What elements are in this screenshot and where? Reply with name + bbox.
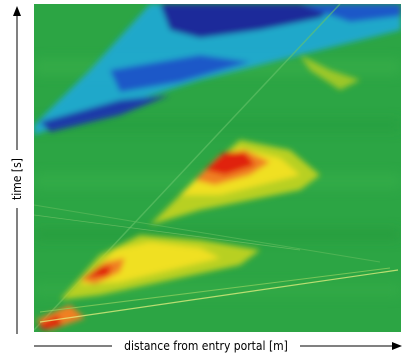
x-axis: distance from entry portal [m] bbox=[34, 338, 402, 354]
y-axis: time [s] bbox=[10, 6, 24, 334]
x-axis-arrowhead bbox=[392, 342, 402, 350]
x-axis-label: distance from entry portal [m] bbox=[124, 339, 288, 353]
heatmap-upper-plume bbox=[150, 55, 360, 225]
heatmap-streaks bbox=[34, 204, 399, 323]
y-axis-arrowhead bbox=[13, 6, 21, 16]
heatmap-lower-plume bbox=[36, 235, 260, 330]
y-axis-label: time [s] bbox=[10, 158, 24, 200]
heatmap-plot-area bbox=[34, 4, 401, 332]
y-axis-label-gap bbox=[10, 150, 24, 208]
x-axis-label-gap bbox=[112, 338, 300, 354]
